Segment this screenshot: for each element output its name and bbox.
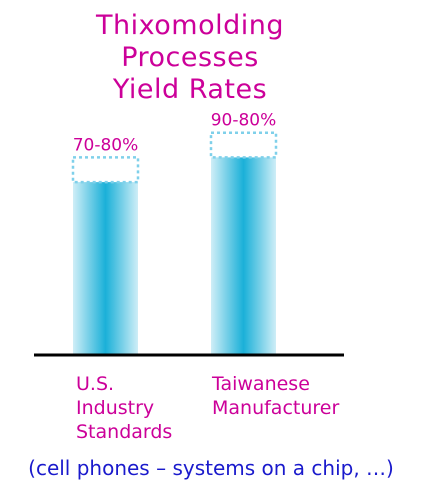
category-label-us: U.S. Industry Standards <box>76 372 172 444</box>
category-label-line: Manufacturer <box>212 397 340 419</box>
data-label: 70-80% <box>73 135 139 155</box>
range-box <box>71 156 140 184</box>
title-line: Yield Rates <box>112 74 268 105</box>
title-line: Processes <box>121 42 259 73</box>
title-line: Thixomolding <box>96 10 284 41</box>
data-label: 90-80% <box>211 111 277 131</box>
footnote: (cell phones – systems on a chip, …) <box>28 456 394 480</box>
category-label-line: Taiwanese <box>212 373 310 395</box>
category-label-line: Standards <box>76 421 173 443</box>
range-box <box>209 131 278 159</box>
category-label-taiwanese: Taiwanese Manufacturer <box>212 372 339 420</box>
bar <box>211 157 276 355</box>
bar <box>73 182 138 355</box>
category-label-line: U.S. <box>76 373 115 395</box>
category-label-line: Industry <box>76 397 155 419</box>
chart-title: Thixomolding Processes Yield Rates <box>0 10 380 106</box>
